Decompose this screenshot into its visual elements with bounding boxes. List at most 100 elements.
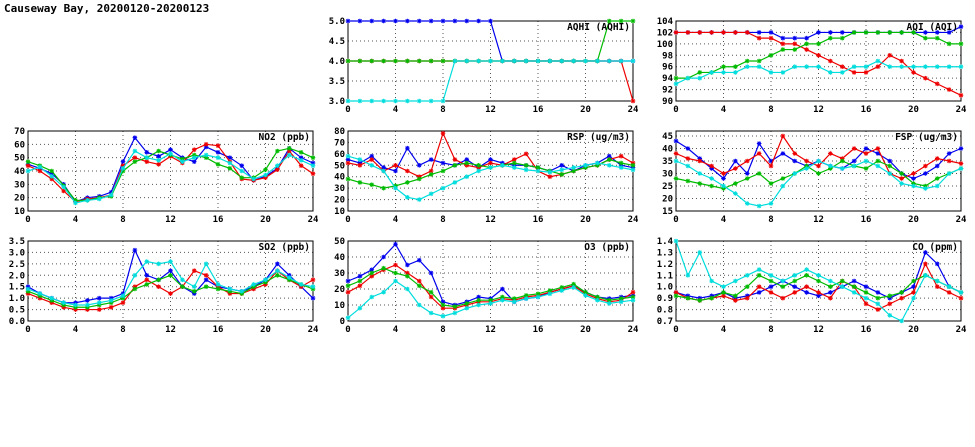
svg-text:45: 45 xyxy=(662,132,673,142)
svg-text:50: 50 xyxy=(334,237,345,247)
svg-text:8: 8 xyxy=(768,215,773,225)
svg-text:20: 20 xyxy=(260,325,271,335)
svg-text:20: 20 xyxy=(908,325,919,335)
svg-text:102: 102 xyxy=(657,28,673,38)
chart-title-no2: NO2 (ppb) xyxy=(259,132,310,143)
svg-text:60: 60 xyxy=(14,140,25,150)
svg-text:4: 4 xyxy=(393,325,399,335)
svg-text:2.5: 2.5 xyxy=(9,260,25,270)
svg-text:92: 92 xyxy=(662,86,673,96)
svg-text:24: 24 xyxy=(628,325,639,335)
svg-text:30: 30 xyxy=(14,180,25,190)
svg-text:20: 20 xyxy=(580,105,591,115)
chart-title-co: CO (ppm) xyxy=(912,242,958,253)
svg-text:1.0: 1.0 xyxy=(9,294,25,304)
svg-text:24: 24 xyxy=(956,105,967,115)
svg-text:40: 40 xyxy=(14,167,25,177)
chart-no2: 10 20 30 40 50 60 70 0 4 8 12 16 20 24 NO2 (ppb) xyxy=(0,124,319,232)
svg-text:12: 12 xyxy=(485,325,496,335)
svg-text:3.0: 3.0 xyxy=(329,97,345,107)
svg-text:98: 98 xyxy=(662,51,673,61)
svg-text:3.5: 3.5 xyxy=(329,77,345,87)
svg-text:40: 40 xyxy=(334,253,345,263)
svg-text:94: 94 xyxy=(662,74,673,84)
svg-text:1.3: 1.3 xyxy=(657,248,673,258)
chart-title-o3: O3 (ppb) xyxy=(584,242,630,253)
svg-text:4.5: 4.5 xyxy=(329,37,345,47)
chart-title-aqhi: AQHI (AQHI) xyxy=(567,22,630,33)
svg-text:50: 50 xyxy=(14,154,25,164)
svg-text:4: 4 xyxy=(73,215,79,225)
svg-text:2.0: 2.0 xyxy=(9,271,25,281)
svg-text:12: 12 xyxy=(813,215,824,225)
svg-text:5.0: 5.0 xyxy=(329,17,345,27)
svg-text:40: 40 xyxy=(662,145,673,155)
svg-text:16: 16 xyxy=(533,325,544,335)
svg-text:10: 10 xyxy=(334,207,345,217)
svg-text:0: 0 xyxy=(673,105,678,115)
svg-text:0: 0 xyxy=(25,325,30,335)
page-title: Causeway Bay, 20200120-20200123 xyxy=(4,2,210,15)
svg-text:8: 8 xyxy=(768,105,773,115)
svg-text:0: 0 xyxy=(345,215,350,225)
svg-text:35: 35 xyxy=(662,157,673,167)
svg-text:24: 24 xyxy=(308,215,319,225)
svg-text:20: 20 xyxy=(580,325,591,335)
svg-text:4: 4 xyxy=(393,215,399,225)
svg-text:30: 30 xyxy=(334,269,345,279)
svg-text:24: 24 xyxy=(308,325,319,335)
svg-text:16: 16 xyxy=(533,105,544,115)
svg-text:25: 25 xyxy=(662,182,673,192)
svg-text:10: 10 xyxy=(14,207,25,217)
svg-text:80: 80 xyxy=(334,127,345,137)
svg-text:8: 8 xyxy=(440,215,445,225)
chart-rsp: 10 20 30 40 50 60 70 80 0 4 8 12 16 20 24 RSP (ug/m3) xyxy=(320,124,639,232)
svg-text:0.0: 0.0 xyxy=(9,317,25,327)
chart-title-rsp: RSP (ug/m3) xyxy=(567,132,630,143)
chart-canvas-aqhi: 3.0 3.5 4.0 4.5 5.0 0 4 8 12 16 20 24 AQHI (AQHI) xyxy=(329,17,639,115)
svg-text:70: 70 xyxy=(334,138,345,148)
chart-title-so2: SO2 (ppb) xyxy=(259,242,310,253)
svg-text:12: 12 xyxy=(485,215,496,225)
svg-text:0: 0 xyxy=(25,215,30,225)
chart-canvas-so2: 0.00.5 1.01.5 2.02.5 3.03.5 0 4 8 12 16 20 24 SO2 (… xyxy=(9,237,319,335)
svg-text:104: 104 xyxy=(657,17,674,27)
svg-text:0: 0 xyxy=(345,105,350,115)
svg-text:20: 20 xyxy=(580,215,591,225)
svg-text:100: 100 xyxy=(657,40,673,50)
svg-text:16: 16 xyxy=(861,325,872,335)
svg-text:4: 4 xyxy=(393,105,399,115)
svg-text:0: 0 xyxy=(673,325,678,335)
chart-fsp: 15 20 25 30 35 40 45 0 4 8 12 16 20 24 FSP (ug/m3) xyxy=(648,124,967,232)
chart-aqi: 90 92 94 96 98 100 102 104 0 4 8 12 16 20 24 AQI (AQI) xyxy=(648,14,967,122)
svg-text:8: 8 xyxy=(768,325,773,335)
svg-text:20: 20 xyxy=(908,105,919,115)
svg-text:0.9: 0.9 xyxy=(657,294,673,304)
svg-text:1.5: 1.5 xyxy=(9,283,25,293)
svg-text:4: 4 xyxy=(73,325,79,335)
svg-text:30: 30 xyxy=(662,170,673,180)
svg-text:12: 12 xyxy=(485,105,496,115)
svg-text:1.1: 1.1 xyxy=(657,271,673,281)
svg-text:16: 16 xyxy=(213,215,224,225)
svg-text:3.0: 3.0 xyxy=(9,248,25,258)
svg-text:8: 8 xyxy=(120,215,125,225)
svg-text:4: 4 xyxy=(721,105,727,115)
svg-text:8: 8 xyxy=(440,105,445,115)
svg-text:60: 60 xyxy=(334,150,345,160)
svg-text:0: 0 xyxy=(340,317,345,327)
svg-text:12: 12 xyxy=(813,325,824,335)
svg-text:70: 70 xyxy=(14,127,25,137)
svg-text:10: 10 xyxy=(334,301,345,311)
chart-title-aqi: AQI (AQI) xyxy=(907,22,958,33)
svg-text:30: 30 xyxy=(334,184,345,194)
svg-text:20: 20 xyxy=(260,215,271,225)
chart-canvas-o3: 0 10 20 30 40 50 0 4 8 12 16 20 24 O3 (ppb) xyxy=(334,237,639,335)
svg-text:0.7: 0.7 xyxy=(657,317,673,327)
svg-text:12: 12 xyxy=(813,105,824,115)
svg-text:16: 16 xyxy=(861,105,872,115)
svg-text:24: 24 xyxy=(628,105,639,115)
svg-text:20: 20 xyxy=(334,196,345,206)
